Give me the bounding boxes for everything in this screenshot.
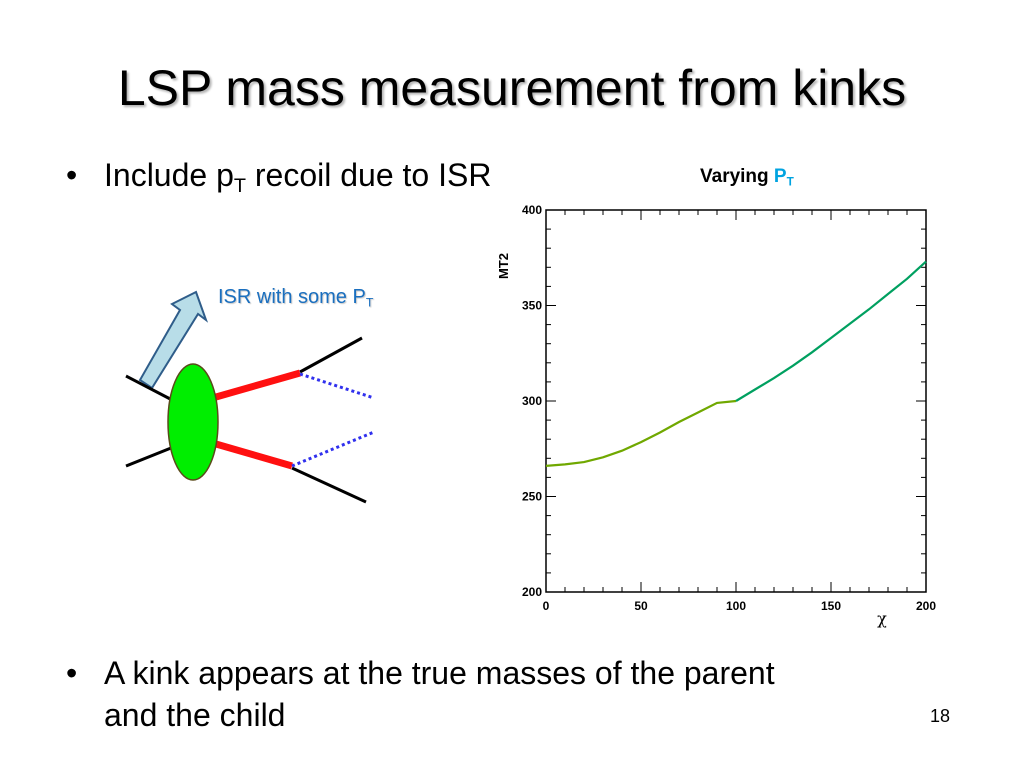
interaction-blob	[167, 363, 219, 481]
x-tick-label: 50	[634, 599, 648, 613]
x-axis-label: χ	[877, 609, 887, 628]
y-axis-label: MT2	[496, 253, 511, 279]
x-tick-label: 200	[916, 599, 936, 613]
chart-caption-accent: P	[773, 166, 787, 187]
visible-line-bottom	[291, 466, 367, 504]
incoming-line-top	[125, 374, 177, 404]
y-tick-label: 300	[522, 394, 542, 408]
slide-number: 18	[930, 706, 951, 726]
bullet-text-pre: Include p	[104, 157, 234, 193]
isr-arrow-icon	[138, 290, 209, 390]
isr-label-sub: T	[365, 295, 374, 310]
parent-line-bottom	[215, 440, 293, 470]
y-tick-label: 250	[522, 490, 542, 504]
bullet-kink: • A kink appears at the true masses of t…	[66, 652, 966, 742]
y-tick-label: 200	[522, 585, 542, 599]
child-line-bottom	[291, 430, 375, 468]
x-tick-label: 100	[726, 599, 746, 613]
child-line-top	[299, 372, 375, 400]
bullet-line-1: A kink appears at the true masses of the…	[104, 655, 775, 691]
chart-caption-sub: T	[786, 175, 794, 189]
series-line-1	[545, 399, 737, 467]
bullet-marker: •	[66, 157, 78, 193]
parent-line-top	[215, 369, 301, 401]
visible-line-top	[299, 336, 363, 374]
chart-caption: Varying PT	[700, 166, 794, 189]
incoming-line-bottom	[125, 444, 177, 468]
bullet-marker: •	[66, 655, 78, 691]
isr-label-pre: ISR with some P	[218, 286, 366, 308]
y-tick-label: 350	[522, 299, 542, 313]
bullet-line-2: and the child	[104, 697, 286, 733]
chart-caption-pre: Varying	[700, 166, 774, 187]
y-tick-label: 400	[522, 203, 542, 217]
bullet-text-sub: T	[233, 174, 246, 197]
bullet-text: Include pT recoil due to ISR	[104, 154, 491, 207]
bullet-text-post: recoil due to ISR	[246, 157, 492, 193]
x-tick-label: 0	[543, 599, 550, 613]
slide-title: LSP mass measurement from kinks	[117, 60, 907, 116]
x-tick-label: 150	[821, 599, 841, 613]
series-line-2	[735, 260, 927, 402]
isr-label: ISR with some PT	[218, 286, 373, 310]
bullet-isr-recoil: • Include pT recoil due to ISR	[66, 154, 626, 198]
